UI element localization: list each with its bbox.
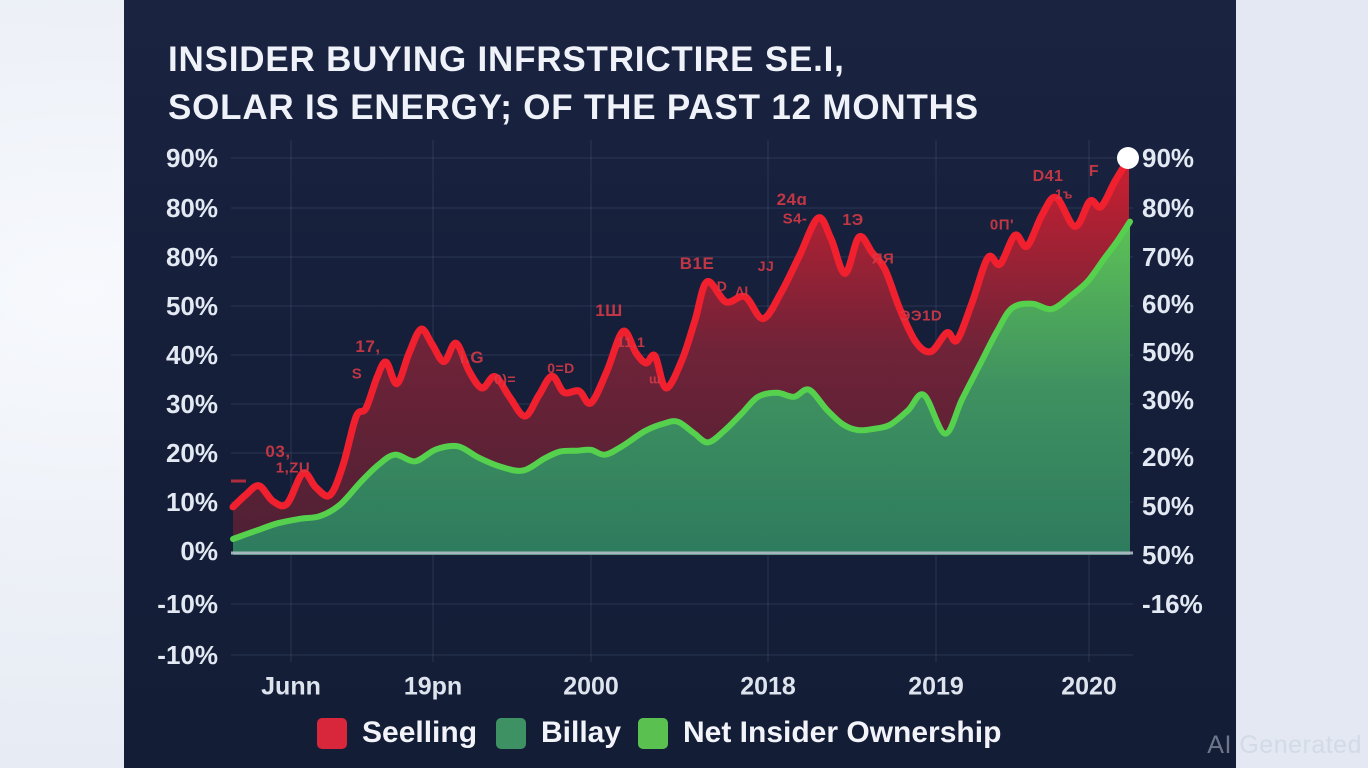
x-axis-label: 19pn [403,672,463,701]
chart-title-line2: SOLAR IS ENERGY; OF THE PAST 12 MONTHS [168,88,979,127]
value-annotation: S4- [782,210,808,228]
y-axis-left-label: 0% [180,536,218,566]
y-axis-left-label: 10% [165,487,218,517]
legend-label: Billay [541,716,622,749]
x-axis-label: 2000 [563,672,619,701]
value-annotation: 17, [355,337,381,356]
legend-item: Seelling [317,714,477,752]
legend-label: Net Insider Ownership [683,716,1002,749]
value-annotation: 1Э [842,212,864,229]
x-axis-label: 2019 [908,672,964,701]
value-annotation: ЈЈ [757,258,775,274]
value-annotation: i.G [459,348,485,367]
y-axis-right-label: 50% [1142,337,1195,367]
value-annotation: S [351,365,363,383]
value-annotation: 0П' [989,216,1015,234]
y-axis-left-label: 90% [165,143,218,173]
value-annotation: 1Ш [595,301,623,320]
value-annotation: ɯ [648,371,662,387]
value-annotation: 11,1 [616,334,646,350]
y-axis-right-label: 50% [1142,491,1195,521]
legend-swatch [496,717,526,749]
value-annotation: ЭЭ1D [899,307,943,325]
y-axis-right-label: 70% [1142,242,1195,272]
value-annotation: D [716,278,728,294]
value-annotation: 24ɑ [776,190,808,209]
ai-generated-watermark: AI Generated [1207,731,1362,759]
y-axis-left-label: 80% [165,193,218,223]
value-annotation: B1E [679,254,715,273]
value-annotation: 0=D [547,360,575,376]
value-annotation: ЯЯ [871,250,895,268]
x-axis-label: 2018 [740,672,796,701]
y-axis-left-label: -10% [157,589,218,619]
legend-swatch [638,717,668,749]
y-axis-left-label: 80% [165,242,218,272]
legend-item: Net Insider Ownership [638,714,1001,752]
value-annotation: F [1088,163,1100,180]
chart-title: INSIDER BUYING INFRSTRICTIRE SE.I, SOLAR… [168,36,979,132]
y-axis-left-label: -10% [157,640,218,670]
y-axis-left-label: 50% [165,291,218,321]
legend-label: Seelling [362,716,478,749]
x-axis-label: 2020 [1061,672,1117,701]
y-axis-left-label: 30% [165,389,218,419]
y-axis-right-label: 60% [1142,289,1195,319]
value-annotation: 03, [265,442,291,461]
y-axis-right-label: 80% [1142,193,1195,223]
y-axis-right-label: 20% [1142,442,1195,472]
value-annotation: 0)= [493,371,517,387]
value-annotation: ɅΙ [735,283,749,299]
legend-item: Billay [496,714,621,752]
y-axis-left-label: 40% [165,340,218,370]
legend-swatch [317,717,347,749]
x-axis-label: Junn [261,672,321,701]
chart-title-line1: INSIDER BUYING INFRSTRICTIRE SE.I, [168,40,845,79]
value-annotation: 1ъ [1055,186,1073,202]
y-axis-right-label: 50% [1142,540,1195,570]
value-annotation: 1,ZU [275,459,311,477]
value-annotation: D41 [1032,168,1064,185]
y-axis-right-label: -16% [1142,589,1203,619]
y-axis-right-label: 30% [1142,385,1195,415]
y-axis-left-label: 20% [165,438,218,468]
y-axis-right-label: 90% [1142,143,1195,173]
